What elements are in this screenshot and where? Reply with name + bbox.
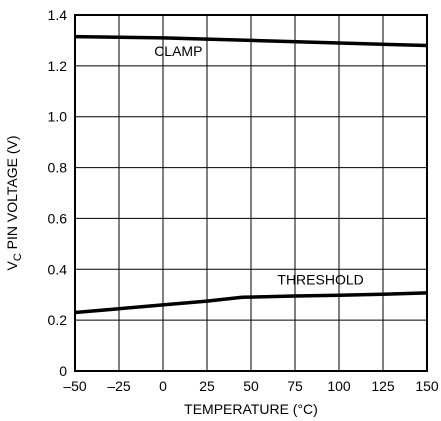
y-axis-title-subscript: C	[12, 253, 24, 261]
series-line-threshold	[74, 291, 428, 315]
x-tick-label: 25	[199, 378, 215, 394]
y-tick-label: 0.6	[48, 210, 68, 226]
y-axis-title-rest: PIN VOLTAGE (V)	[4, 135, 20, 253]
x-tick-label: –50	[63, 378, 87, 394]
x-tick-label: 50	[243, 378, 259, 394]
x-tick-labels: –50 –25 0 25 50 75 100 125 150	[63, 378, 439, 394]
y-tick-label: 0.8	[48, 160, 68, 176]
y-tick-label: 0	[59, 363, 67, 379]
y-tick-labels: 0 0.2 0.4 0.6 0.8 1.0 1.2 1.4	[48, 7, 68, 379]
x-tick-label: 100	[327, 378, 351, 394]
y-tick-label: 1.2	[48, 58, 68, 74]
x-tick-label: 0	[159, 378, 167, 394]
series-label-threshold: THRESHOLD	[277, 272, 363, 288]
y-tick-label: 0.4	[48, 261, 68, 277]
y-tick-label: 1.0	[48, 109, 68, 125]
series-line-clamp	[74, 34, 428, 48]
x-tick-label: –25	[107, 378, 131, 394]
y-axis-title-main: V	[4, 261, 20, 271]
series-label-clamp: CLAMP	[154, 43, 202, 59]
y-axis-title: VC PIN VOLTAGE (V)	[4, 135, 24, 270]
x-axis-title: TEMPERATURE (°C)	[184, 401, 318, 417]
x-tick-label: 150	[415, 378, 439, 394]
y-tick-label: 1.4	[48, 7, 68, 23]
x-tick-label: 75	[287, 378, 303, 394]
y-tick-label: 0.2	[48, 312, 68, 328]
x-tick-label: 125	[371, 378, 395, 394]
plot-frame	[74, 14, 428, 372]
grid	[75, 15, 427, 371]
series-layer: CLAMP THRESHOLD	[74, 34, 428, 315]
